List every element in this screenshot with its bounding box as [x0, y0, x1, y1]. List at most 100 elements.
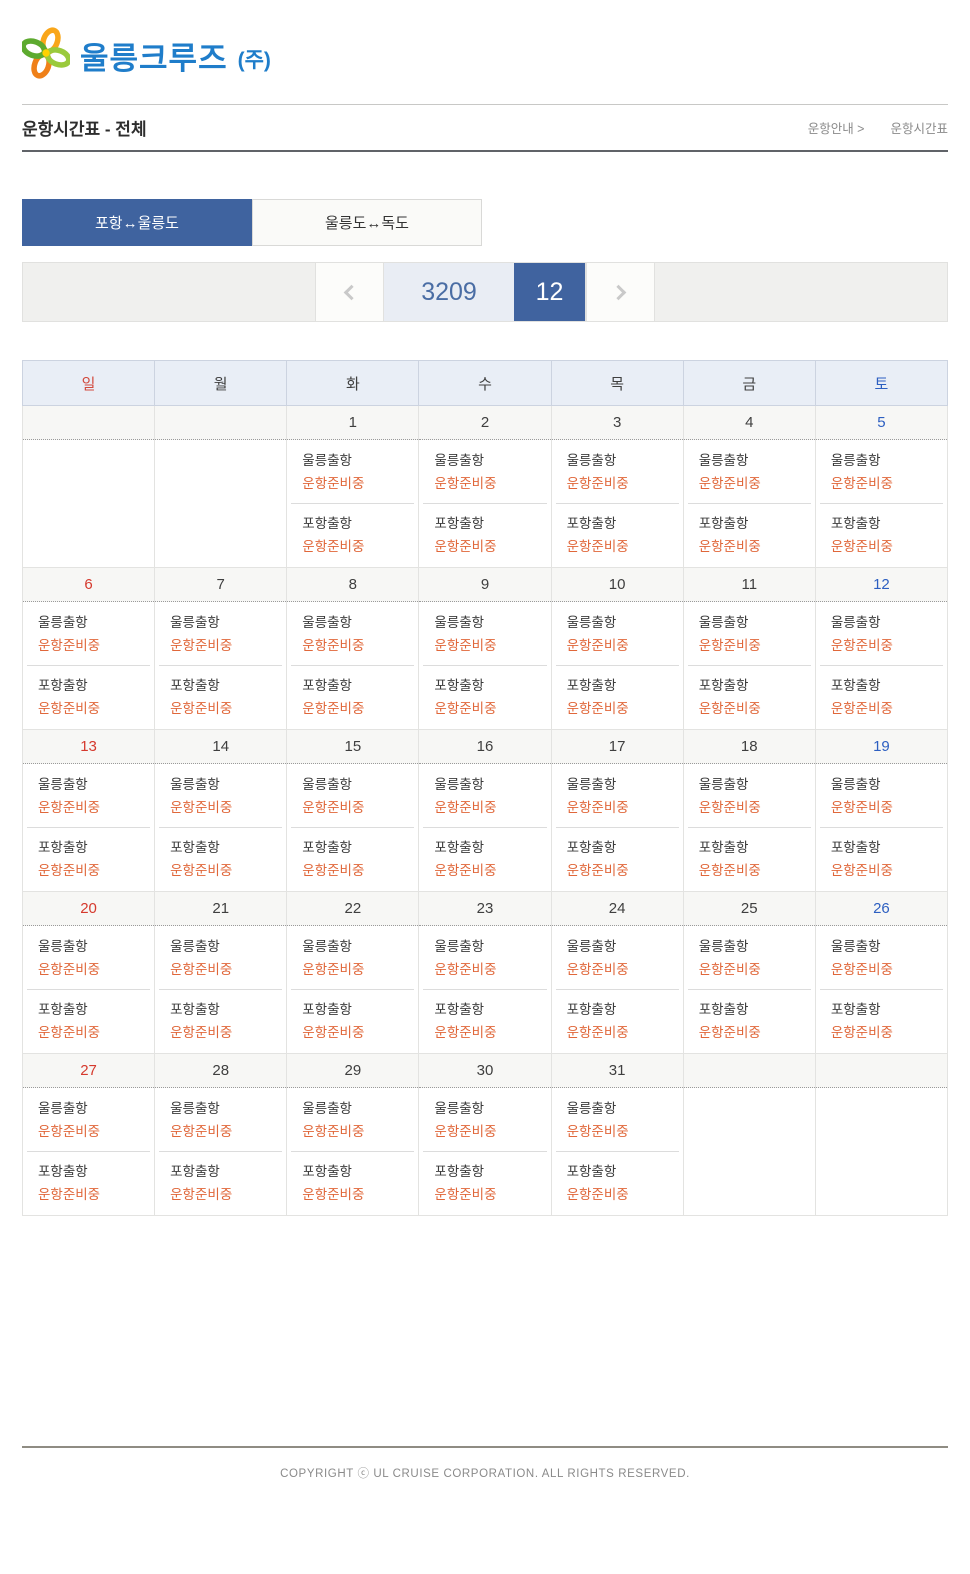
entry-divider	[819, 665, 943, 666]
entry-divider	[687, 989, 811, 990]
status-text: 운항준비중	[566, 1025, 629, 1040]
departure-label: 울릉출항	[38, 1101, 88, 1116]
departure-label: 울릉출항	[698, 453, 749, 468]
calendar-day-empty	[21, 439, 156, 568]
departure-label: 울릉출항	[302, 939, 352, 954]
chevron-right-icon	[610, 284, 627, 300]
status-text: 운항준비중	[302, 962, 365, 977]
pager-month-current[interactable]: 12	[514, 263, 586, 321]
status-text: 운항준비중	[434, 539, 497, 554]
schedule-entry: 울릉출항 운항준비중	[156, 1089, 285, 1151]
calendar-date-empty	[683, 1053, 816, 1088]
status-text: 운항준비중	[302, 1025, 365, 1040]
schedule-entry: 포항출항 운항준비중	[288, 666, 417, 728]
schedule-entry: 포항출항 운항준비중	[817, 828, 946, 890]
breadcrumb-current[interactable]: 운항시간표	[890, 122, 948, 136]
prev-month-button[interactable]	[315, 263, 384, 321]
entry-divider	[27, 827, 151, 828]
departure-label: 포항출항	[434, 840, 485, 855]
calendar-date-17: 17	[551, 729, 684, 764]
calendar-date-14: 14	[154, 729, 288, 764]
schedule-entry: 포항출항 운항준비중	[24, 666, 153, 728]
status-text: 운항준비중	[698, 863, 761, 878]
departure-label: 울릉출항	[434, 1101, 485, 1116]
status-text: 운항준비중	[434, 800, 497, 815]
calendar-date-23: 23	[418, 891, 552, 926]
entry-divider	[423, 989, 547, 990]
breadcrumb-parent[interactable]: 운항안내 >	[807, 122, 865, 136]
calendar-day-13-schedule: 울릉출항 운항준비중 포항출항 운항준비중	[21, 763, 156, 892]
calendar-date-28: 28	[154, 1053, 288, 1088]
departure-label: 포항출항	[170, 1002, 220, 1017]
tab-ulleungdo-dokdo[interactable]: 울릉도↔독도	[252, 199, 482, 246]
departure-label: 포항출항	[38, 1002, 88, 1017]
departure-label: 울릉출항	[302, 1101, 352, 1116]
status-text: 운항준비중	[302, 701, 365, 716]
status-text: 운항준비중	[302, 476, 365, 491]
entry-divider	[291, 1151, 415, 1152]
departure-label: 울릉출항	[830, 939, 881, 954]
calendar-day-30-schedule: 울릉출항 운항준비중 포항출항 운항준비중	[418, 1087, 552, 1216]
schedule-entry: 포항출항 운항준비중	[420, 1152, 549, 1214]
status-text: 운항준비중	[698, 800, 761, 815]
status-text: 운항준비중	[698, 1025, 761, 1040]
departure-label: 포항출항	[434, 1164, 485, 1179]
next-month-button[interactable]	[586, 263, 655, 321]
schedule-entry: 포항출항 운항준비중	[817, 990, 946, 1052]
schedule-entry: 울릉출항 운항준비중	[553, 441, 682, 503]
calendar-date-row: 27 28 29 30 31	[21, 1053, 949, 1088]
calendar-date-4: 4	[683, 405, 816, 440]
calendar-date-13: 13	[21, 729, 156, 764]
site-footer: COPYRIGHT ⓒ UL CRUISE CORPORATION. ALL R…	[22, 1446, 948, 1481]
day-header-목: 목	[550, 360, 684, 406]
calendar-date-3: 3	[551, 405, 684, 440]
calendar-date-8: 8	[286, 567, 420, 602]
departure-label: 울릉출항	[38, 615, 88, 630]
departure-label: 포항출항	[38, 1164, 88, 1179]
calendar-date-29: 29	[286, 1053, 420, 1088]
status-text: 운항준비중	[566, 701, 629, 716]
pager-year[interactable]: 3209	[384, 263, 514, 321]
calendar-day-11-schedule: 울릉출항 운항준비중 포항출항 운항준비중	[683, 601, 816, 730]
departure-label: 포항출항	[830, 1002, 881, 1017]
entry-divider	[159, 1151, 283, 1152]
entry-divider	[423, 1151, 547, 1152]
tab-pohang-ulleungdo[interactable]: 포항↔울릉도	[22, 199, 252, 246]
calendar-date-31: 31	[551, 1053, 684, 1088]
status-text: 운항준비중	[38, 863, 101, 878]
schedule-entry: 포항출항 운항준비중	[420, 504, 549, 566]
schedule-entry: 포항출항 운항준비중	[288, 504, 417, 566]
entry-divider	[555, 665, 679, 666]
departure-label: 울릉출항	[830, 777, 881, 792]
status-text: 운항준비중	[566, 800, 629, 815]
calendar-date-row: 20 21 22 23 24 25 26	[21, 891, 949, 926]
status-text: 운항준비중	[566, 1124, 629, 1139]
status-text: 운항준비중	[566, 539, 629, 554]
schedule-entry: 포항출항 운항준비중	[420, 990, 549, 1052]
schedule-entry: 울릉출항 운항준비중	[288, 765, 417, 827]
entry-divider	[27, 1151, 151, 1152]
calendar-date-21: 21	[154, 891, 288, 926]
entry-divider	[159, 989, 283, 990]
status-text: 운항준비중	[830, 476, 893, 491]
entry-divider	[555, 1151, 679, 1152]
schedule-entry: 포항출항 운항준비중	[817, 666, 946, 728]
schedule-entry: 울릉출항 운항준비중	[288, 603, 417, 665]
entry-divider	[819, 989, 943, 990]
day-header-수: 수	[418, 360, 552, 406]
entry-divider	[27, 989, 151, 990]
schedule-entry: 포항출항 운항준비중	[24, 990, 153, 1052]
brand-logo[interactable]: 울릉크루즈 (주)	[20, 27, 271, 84]
status-text: 운항준비중	[434, 962, 497, 977]
departure-label: 포항출항	[566, 678, 617, 693]
status-text: 운항준비중	[170, 863, 233, 878]
entry-divider	[555, 989, 679, 990]
schedule-entry: 포항출항 운항준비중	[817, 504, 946, 566]
departure-label: 울릉출항	[302, 453, 352, 468]
schedule-entry: 울릉출항 운항준비중	[553, 765, 682, 827]
calendar-day-18-schedule: 울릉출항 운항준비중 포항출항 운항준비중	[683, 763, 816, 892]
day-header-일: 일	[21, 360, 156, 406]
calendar-date-12: 12	[815, 567, 949, 602]
departure-label: 포항출항	[698, 678, 749, 693]
